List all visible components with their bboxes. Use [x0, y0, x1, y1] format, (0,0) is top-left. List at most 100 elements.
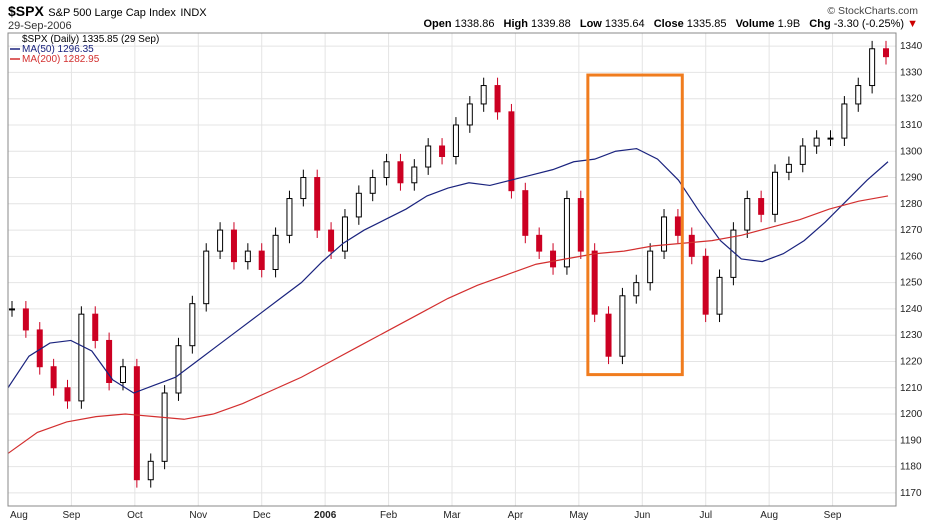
bar-body	[716, 276, 723, 315]
plot-frame	[7, 32, 897, 507]
bar-body	[841, 103, 848, 139]
price-bar	[161, 385, 168, 470]
price-bar	[522, 182, 529, 244]
x-tick-label: Nov	[189, 510, 207, 521]
bar-body	[466, 103, 473, 126]
price-bar	[466, 96, 473, 133]
legend-price: $SPX (Daily) 1335.85 (29 Sep)	[22, 34, 159, 45]
x-tick-label: May	[569, 510, 588, 521]
price-bar	[577, 190, 584, 259]
moving-averages	[7, 148, 889, 454]
ma200-line	[7, 195, 889, 454]
price-bar	[383, 153, 390, 186]
y-tick-label: 1240	[900, 304, 923, 315]
bar-body	[536, 234, 543, 252]
y-tick-label: 1320	[900, 94, 923, 105]
bar-body	[203, 250, 210, 305]
price-bar	[716, 269, 723, 323]
y-axis: 1170 1180 1190 1200 1210 1220 1230 1240 1250 1260…	[900, 41, 923, 499]
price-bar	[758, 190, 765, 223]
y-tick-label: 1260	[900, 251, 923, 262]
ohlc-stats: Open 1338.86 High 1339.88 Low 1335.64 Cl…	[417, 18, 918, 30]
low-label: Low	[579, 18, 602, 30]
bar-body	[244, 250, 251, 263]
bar-body	[661, 216, 668, 252]
bar-body	[272, 234, 279, 270]
bar-body	[369, 177, 376, 194]
bar-body	[300, 177, 307, 200]
bar-body	[647, 250, 654, 284]
bar-body	[217, 229, 224, 252]
price-bar	[175, 337, 182, 401]
y-tick-label: 1230	[900, 330, 923, 341]
price-bar	[855, 77, 862, 112]
bar-body	[522, 190, 529, 236]
highlight-rectangle	[586, 73, 684, 377]
price-bars	[9, 40, 889, 488]
x-axis: Aug Sep Oct Nov Dec 2006 Feb Mar Apr May Jun Jul Aug…	[10, 510, 842, 521]
exchange-label: INDX	[180, 7, 207, 19]
price-bar	[661, 209, 668, 259]
close-label: Close	[653, 18, 684, 30]
price-bar	[133, 358, 140, 488]
bar-body	[92, 313, 99, 341]
bar-body	[480, 85, 487, 105]
bar-body	[411, 166, 418, 184]
bar-body	[286, 198, 293, 236]
bar-body	[355, 192, 362, 218]
bar-body	[189, 303, 196, 347]
x-tick-label: Mar	[443, 510, 461, 521]
chart-header: $SPX S&P 500 Large Cap Index INDX 29-Sep…	[8, 3, 922, 33]
price-bar	[314, 169, 321, 238]
x-tick-label: Oct	[127, 510, 143, 521]
bar-body	[855, 85, 862, 105]
x-tick-label: Sep	[824, 510, 842, 521]
price-bar	[411, 159, 418, 191]
price-bar	[550, 243, 557, 275]
open-value: 1338.86	[454, 18, 495, 30]
high-value: 1339.88	[531, 18, 571, 30]
x-tick-label: Apr	[508, 510, 524, 521]
chg-down-icon: ▼	[907, 18, 918, 30]
ma50-line	[7, 148, 889, 394]
bar-body	[577, 198, 584, 252]
price-bar	[591, 243, 598, 323]
x-tick-label: Dec	[253, 510, 271, 521]
price-bar	[508, 103, 515, 199]
bar-body	[50, 366, 57, 389]
bar-body	[119, 366, 126, 383]
price-bar	[452, 117, 459, 165]
price-bar	[64, 379, 71, 409]
bar-body	[147, 460, 154, 481]
bar-body	[813, 137, 820, 147]
price-bar	[633, 274, 640, 304]
bar-body	[591, 250, 598, 315]
bar-body	[563, 198, 570, 268]
bar-body	[64, 387, 71, 402]
price-bar	[772, 164, 779, 223]
price-bar	[355, 185, 362, 225]
chart-date: 29-Sep-2006	[8, 20, 72, 32]
y-tick-label: 1170	[900, 488, 922, 499]
chg-label: Chg	[809, 18, 831, 30]
price-bar	[425, 138, 432, 175]
y-tick-label: 1210	[900, 383, 923, 394]
price-bar	[50, 358, 57, 396]
price-bar	[799, 138, 806, 173]
y-tick-label: 1340	[900, 41, 923, 52]
price-bar	[688, 227, 695, 265]
y-tick-label: 1290	[900, 173, 923, 184]
bar-body	[605, 313, 612, 357]
price-bar	[494, 77, 501, 120]
x-tick-label: 2006	[314, 510, 337, 521]
y-tick-label: 1310	[900, 120, 923, 131]
price-bar	[785, 156, 792, 181]
open-label: Open	[423, 18, 452, 30]
bar-body	[758, 198, 765, 215]
y-tick-label: 1220	[900, 356, 923, 367]
price-bar	[244, 243, 251, 270]
price-bar	[605, 306, 612, 365]
bar-body	[785, 163, 792, 173]
price-bar	[827, 130, 834, 146]
bar-body	[633, 282, 640, 297]
